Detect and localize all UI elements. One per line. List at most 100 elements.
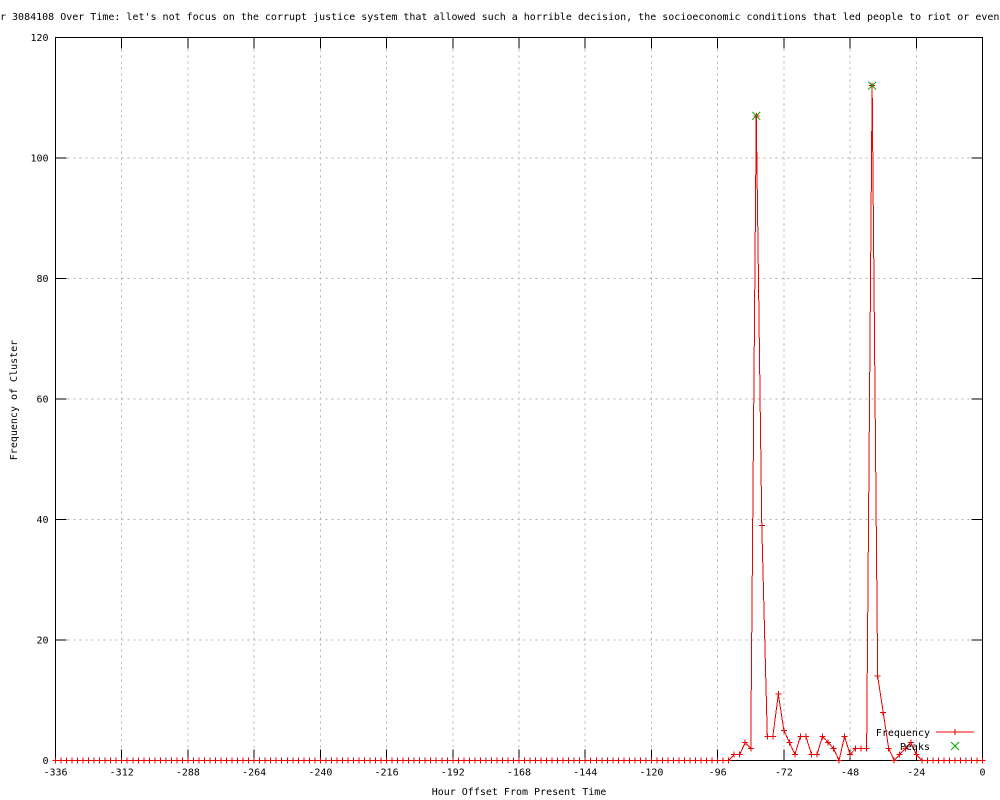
frequency-point-marker [609,757,616,764]
frequency-point-marker [493,757,500,764]
frequency-point-marker [543,757,550,764]
frequency-point-marker [146,757,153,764]
frequency-point-marker [405,757,412,764]
frequency-point-marker [289,757,296,764]
frequency-point-marker [118,757,125,764]
frequency-point-marker [140,757,147,764]
frequency-point-marker [482,757,489,764]
frequency-point-marker [703,757,710,764]
frequency-point-marker [212,757,219,764]
frequency-point-marker [317,757,324,764]
frequency-point-marker [300,757,307,764]
frequency-point-marker [433,757,440,764]
frequency-point-marker [576,757,583,764]
frequency-point-marker [587,757,594,764]
frequency-point-marker [664,757,671,764]
frequency-point-marker [786,739,793,746]
frequency-point-marker [295,757,302,764]
y-tick-label: 60 [36,395,48,406]
frequency-point-marker [251,757,258,764]
frequency-point-marker [874,673,881,680]
frequency-point-marker [797,733,804,740]
frequency-point-marker [372,757,379,764]
frequency-point-marker [780,727,787,734]
frequency-point-marker [284,757,291,764]
frequency-point-marker [527,757,534,764]
y-tick-label: 120 [30,33,48,44]
frequency-point-marker [278,757,285,764]
legend-cross-marker [950,741,960,751]
frequency-point-marker [847,751,854,758]
x-tick-label: -72 [775,768,793,779]
frequency-point-marker [350,757,357,764]
frequency-point-marker [918,757,925,764]
x-tick-label: -216 [375,768,399,779]
frequency-point-marker [444,757,451,764]
frequency-point-marker [808,751,815,758]
frequency-point-marker [858,745,865,752]
frequency-point-marker [63,757,70,764]
frequency-point-marker [836,757,843,764]
frequency-point-marker [924,757,931,764]
frequency-point-marker [819,733,826,740]
frequency-point-marker [273,757,280,764]
frequency-point-marker [775,691,782,698]
frequency-point-marker [322,757,329,764]
frequency-point-marker [802,733,809,740]
frequency-point-marker [449,757,456,764]
x-tick-label: -240 [308,768,332,779]
frequency-point-marker [957,757,964,764]
frequency-point-marker [830,745,837,752]
x-tick-label: -288 [176,768,200,779]
frequency-point-marker [565,757,572,764]
frequency-point-marker [554,757,561,764]
frequency-point-marker [207,757,213,764]
frequency-point-marker [615,757,622,764]
x-tick-label: -336 [43,768,67,779]
x-tick-label: -96 [709,768,727,779]
frequency-point-marker [598,757,605,764]
frequency-point-marker [162,757,169,764]
frequency-point-marker [902,745,909,752]
frequency-point-marker [813,751,820,758]
frequency-point-marker [709,757,716,764]
frequency-point-marker [659,757,666,764]
frequency-point-marker [455,757,462,764]
frequency-point-marker [151,757,158,764]
frequency-point-marker [880,709,887,716]
x-tick-label: -144 [573,768,597,779]
frequency-point-marker [681,757,688,764]
frequency-point-marker [466,757,473,764]
frequency-point-marker [852,745,859,752]
frequency-point-marker [968,757,975,764]
frequency-point-marker [168,757,175,764]
frequency-point-marker [234,757,241,764]
frequency-point-marker [648,757,655,764]
frequency-point-marker [328,757,335,764]
frequency-point-marker [262,757,269,764]
frequency-point-marker [80,757,87,764]
frequency-point-marker [311,757,318,764]
frequency-point-marker [560,757,567,764]
frequency-point-marker [896,751,903,758]
frequency-point-marker [389,757,396,764]
frequency-point-marker [129,757,136,764]
frequency-point-marker [416,757,423,764]
frequency-point-marker [361,757,368,764]
frequency-point-marker [58,757,65,764]
frequency-point-marker [344,757,351,764]
frequency-point-marker [157,757,164,764]
frequency-point-marker [979,757,986,764]
frequency-point-marker [339,757,346,764]
frequency-point-marker [85,757,92,764]
chart-title: r 3084108 Over Time: let's not focus on … [0,12,1000,23]
frequency-point-marker [736,751,743,758]
frequency-point-marker [333,757,340,764]
frequency-point-marker [516,757,522,764]
frequency-point-marker [631,757,638,764]
frequency-point-marker [935,757,942,764]
frequency-point-marker [593,757,600,764]
frequency-point-marker [637,757,644,764]
frequency-point-marker [499,757,506,764]
